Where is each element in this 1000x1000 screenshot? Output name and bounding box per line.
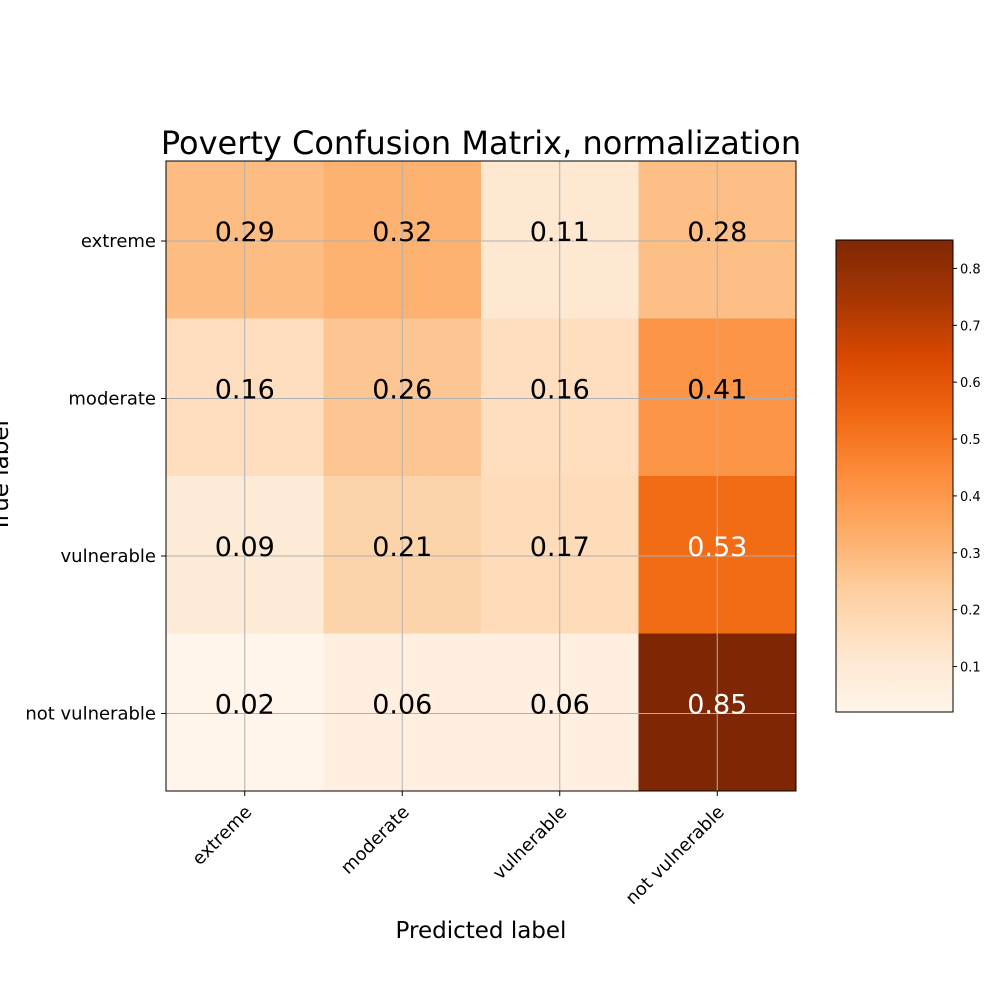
y-axis-label: True label — [0, 420, 14, 533]
cell-value-label: 0.06 — [372, 690, 432, 721]
x-tick-label: extreme — [188, 802, 256, 870]
colorbar-tick-label: 0.7 — [960, 319, 981, 334]
cell-value-label: 0.09 — [215, 532, 275, 563]
colorbar-tick-label: 0.8 — [960, 262, 981, 277]
colorbar-ticks: 0.1 0.2 0.3 0.4 0.5 0.6 0.7 0.8 — [953, 262, 981, 676]
y-tick-label: extreme — [81, 231, 156, 252]
cell-value-label: 0.29 — [215, 217, 275, 248]
y-tick-label: vulnerable — [61, 546, 156, 567]
cell-value-label: 0.21 — [372, 532, 432, 563]
colorbar-tick-label: 0.3 — [960, 547, 981, 562]
cell-value-label: 0.28 — [687, 217, 747, 248]
grid-lines — [166, 161, 796, 791]
x-tick-label: moderate — [337, 802, 414, 879]
colorbar-tick-label: 0.2 — [960, 604, 981, 619]
colorbar-tick-label: 0.5 — [960, 433, 981, 448]
y-axis-ticks: extreme moderate vulnerable not vulnerable — [25, 231, 166, 725]
cell-value-label: 0.11 — [530, 217, 590, 248]
cell-value-label: 0.16 — [215, 375, 275, 406]
x-tick-label: not vulnerable — [622, 802, 729, 909]
colorbar — [835, 239, 954, 713]
cell-value-label: 0.32 — [372, 217, 432, 248]
cell-value-label: 0.02 — [215, 690, 275, 721]
cell-value-label: 0.16 — [530, 375, 590, 406]
y-tick-label: not vulnerable — [25, 704, 156, 725]
cell-value-label: 0.26 — [372, 375, 432, 406]
colorbar-tick-label: 0.4 — [960, 490, 981, 505]
cell-value-label: 0.85 — [687, 690, 747, 721]
x-axis-label: Predicted label — [396, 918, 567, 944]
cell-value-label: 0.53 — [687, 532, 747, 563]
x-axis-ticks: extreme moderate vulnerable not vulnerable — [188, 791, 729, 909]
x-tick-label: vulnerable — [489, 802, 571, 884]
colorbar-tick-label: 0.1 — [960, 661, 981, 676]
y-tick-label: moderate — [68, 389, 156, 410]
plot-frame — [165, 160, 797, 792]
colorbar-tick-label: 0.6 — [960, 376, 981, 391]
cell-value-label: 0.17 — [530, 532, 590, 563]
cell-value-labels: 0.29 0.32 0.11 0.28 0.16 0.26 0.16 0.41 0.09 0.21… — [215, 217, 748, 721]
chart-title: Poverty Confusion Matrix, normalization — [161, 124, 801, 162]
cell-value-label: 0.41 — [687, 375, 747, 406]
cell-value-label: 0.06 — [530, 690, 590, 721]
